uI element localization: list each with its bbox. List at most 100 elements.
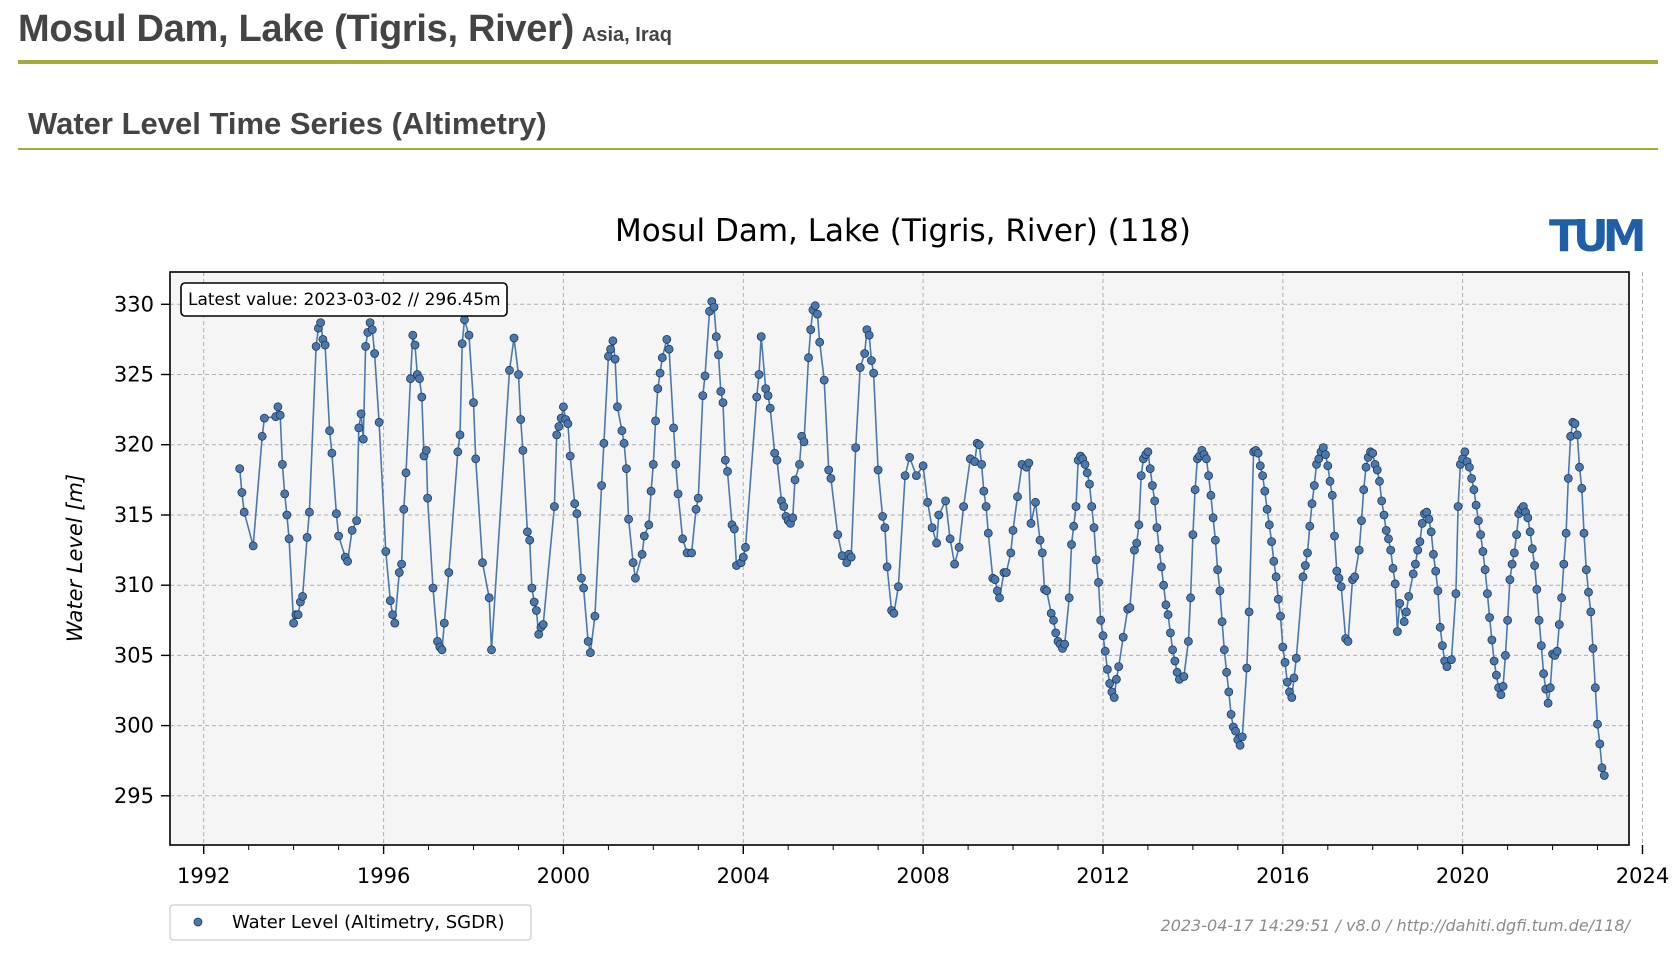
data-point <box>590 611 600 621</box>
data-point <box>1278 642 1288 652</box>
data-point <box>1206 490 1216 500</box>
data-point <box>790 475 800 485</box>
data-point <box>799 437 809 447</box>
data-point <box>617 426 627 436</box>
data-point <box>1588 644 1598 653</box>
data-point <box>1559 559 1569 569</box>
data-point <box>1336 582 1346 591</box>
data-point <box>554 422 564 431</box>
data-point <box>437 645 447 655</box>
data-point <box>720 455 730 465</box>
data-point <box>1590 683 1600 693</box>
data-point <box>846 552 856 562</box>
data-point <box>1253 448 1263 458</box>
data-point <box>1386 545 1396 555</box>
data-point <box>1593 719 1602 729</box>
data-point <box>277 459 287 469</box>
data-point <box>428 583 438 593</box>
data-point <box>320 340 330 350</box>
data-point <box>257 431 267 441</box>
data-point <box>1343 637 1353 646</box>
y-tick-label: 305 <box>114 643 154 667</box>
data-point <box>1132 538 1142 548</box>
data-point <box>651 416 660 426</box>
data-point <box>1384 534 1393 544</box>
data-point <box>1069 521 1079 531</box>
data-point <box>693 493 703 503</box>
data-point <box>1031 497 1040 507</box>
data-point <box>1186 593 1195 603</box>
data-point <box>1509 548 1519 558</box>
data-point <box>756 332 766 342</box>
data-point <box>869 368 878 378</box>
data-point <box>1211 535 1220 545</box>
data-point <box>882 562 892 572</box>
plot-frame <box>169 271 1630 846</box>
data-point <box>1451 589 1461 598</box>
data-point <box>934 510 944 520</box>
data-point <box>410 340 420 350</box>
data-point <box>1215 586 1225 596</box>
data-point <box>1507 559 1517 569</box>
data-point <box>525 535 535 545</box>
data-point <box>1323 461 1333 471</box>
axes: 1992 1996 2000 2004 2008 2012 2016 2020 2024 295 3… <box>114 292 1669 888</box>
data-point <box>1375 476 1384 486</box>
data-point <box>572 509 582 518</box>
data-point <box>779 502 789 511</box>
data-point <box>1474 516 1483 525</box>
data-point <box>469 398 478 408</box>
data-point <box>1334 573 1344 583</box>
chart-title: Mosul Dam, Lake (Tigris, River) (118) <box>615 213 1191 249</box>
data-point <box>729 524 739 534</box>
data-point <box>1431 566 1441 576</box>
data-point <box>1082 468 1092 478</box>
data-point <box>864 330 874 340</box>
data-point <box>388 610 398 620</box>
data-point <box>293 610 303 620</box>
data-point <box>302 533 312 542</box>
data-point <box>923 497 932 507</box>
data-point <box>415 374 424 384</box>
data-point <box>788 513 798 523</box>
data-point <box>644 520 654 530</box>
data-point <box>1188 530 1198 539</box>
data-point <box>408 330 418 340</box>
data-point <box>1505 575 1515 584</box>
data-point <box>1222 667 1231 677</box>
data-point <box>1184 637 1193 646</box>
data-point <box>1372 465 1382 475</box>
data-point <box>1213 565 1222 575</box>
data-point <box>586 648 595 657</box>
data-point <box>1071 502 1081 511</box>
data-point <box>1512 530 1521 539</box>
data-point <box>1287 693 1297 702</box>
data-point <box>974 440 984 450</box>
y-tick-label: 325 <box>114 363 154 387</box>
data-point <box>927 523 937 532</box>
data-point <box>1307 499 1317 509</box>
data-point <box>1534 615 1544 625</box>
data-point <box>390 618 400 628</box>
data-point <box>1359 485 1369 495</box>
data-point <box>527 583 537 593</box>
data-point <box>1426 527 1436 537</box>
data-point <box>1570 419 1580 429</box>
data-point <box>1271 572 1281 582</box>
data-point <box>738 552 748 562</box>
data-point <box>423 493 433 503</box>
data-point <box>959 502 968 511</box>
data-point <box>385 596 395 605</box>
data-point <box>1100 646 1110 656</box>
data-point <box>1089 523 1099 532</box>
data-point <box>624 514 633 524</box>
data-point <box>1064 593 1074 603</box>
data-point <box>1536 641 1546 650</box>
data-point <box>1094 578 1103 587</box>
data-point <box>880 523 890 532</box>
data-point <box>945 534 955 544</box>
data-point <box>1103 665 1112 674</box>
data-point <box>1190 485 1200 495</box>
data-point <box>1379 510 1389 520</box>
y-tick-label: 310 <box>114 573 154 597</box>
